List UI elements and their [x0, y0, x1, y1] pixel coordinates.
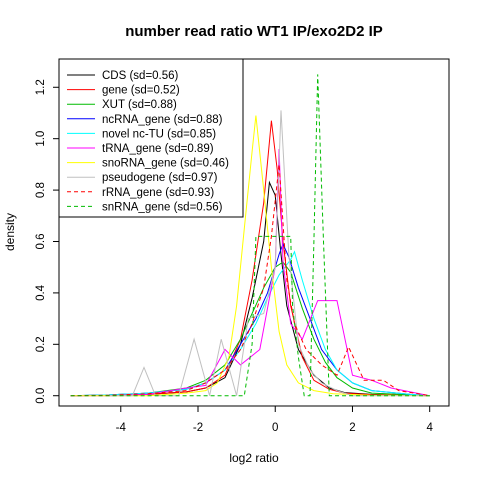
y-tick-label: 0.0 [35, 388, 47, 404]
legend-label: pseudogene (sd=0.97) [102, 172, 218, 184]
legend-label: ncRNA_gene (sd=0.88) [102, 114, 223, 126]
series-layer [70, 74, 430, 397]
legend-label: novel nc-TU (sd=0.85) [102, 128, 216, 140]
series-line-4 [70, 250, 430, 397]
series-line-6 [70, 115, 430, 397]
legend-label: rRNA_gene (sd=0.93) [102, 187, 214, 199]
y-tick-label: 1.2 [35, 79, 47, 95]
x-axis-label: log2 ratio [229, 451, 279, 465]
x-axis: -4 -2 0 2 4 [116, 405, 433, 434]
legend: CDS (sd=0.56) gene (sd=0.52) XUT (sd=0.88)… [58, 58, 244, 218]
y-axis-label: density [3, 213, 17, 251]
legend-box [58, 58, 244, 218]
legend-label: snRNA_gene (sd=0.56) [102, 201, 223, 213]
x-tick-label: 4 [426, 422, 433, 434]
legend-label: CDS (sd=0.56) [102, 70, 179, 82]
legend-label: gene (sd=0.52) [102, 85, 180, 97]
chart-title: number read ratio WT1 IP/exo2D2 IP [125, 23, 383, 40]
series-line-2 [70, 261, 430, 397]
x-tick-label: 2 [349, 422, 355, 434]
x-tick-label: -4 [116, 422, 127, 434]
y-tick-label: 0.2 [35, 336, 47, 352]
legend-label: snoRNA_gene (sd=0.46) [102, 158, 229, 170]
y-tick-label: 0.6 [35, 233, 47, 249]
legend-label: XUT (sd=0.88) [102, 99, 177, 111]
y-tick-label: 1.0 [35, 131, 47, 147]
series-line-9 [70, 74, 430, 397]
y-tick-label: 0.4 [35, 284, 47, 301]
series-line-8 [70, 164, 430, 397]
legend-label: tRNA_gene (sd=0.89) [102, 143, 214, 155]
x-tick-label: 0 [272, 422, 278, 434]
x-tick-label: -2 [193, 422, 203, 434]
y-tick-label: 0.8 [35, 182, 47, 198]
